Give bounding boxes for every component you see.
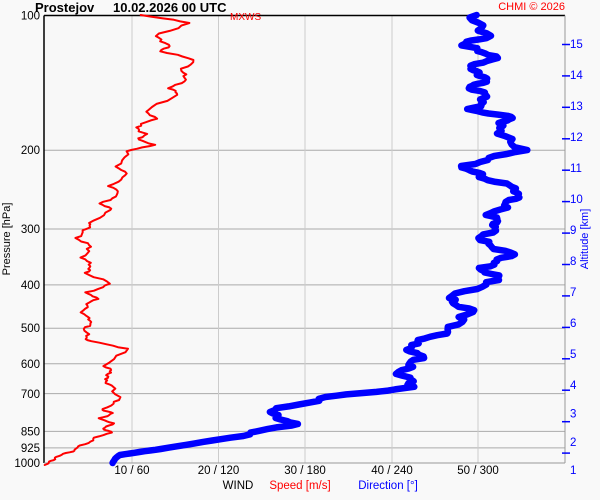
- svg-text:850: 850: [21, 427, 40, 439]
- svg-text:13: 13: [570, 101, 583, 113]
- svg-text:MXWS: MXWS: [230, 12, 261, 23]
- svg-text:20 / 120: 20 / 120: [198, 465, 240, 477]
- svg-text:3: 3: [570, 409, 576, 421]
- svg-text:CHMI © 2026: CHMI © 2026: [498, 1, 565, 13]
- svg-text:10: 10: [570, 194, 583, 206]
- svg-text:WIND: WIND: [223, 480, 254, 492]
- svg-text:5: 5: [570, 349, 576, 361]
- svg-text:500: 500: [21, 323, 40, 335]
- svg-text:Direction [°]: Direction [°]: [358, 480, 418, 492]
- svg-text:4: 4: [570, 380, 577, 392]
- svg-text:10.02.2026 00 UTC: 10.02.2026 00 UTC: [113, 0, 227, 15]
- svg-text:925: 925: [21, 443, 40, 455]
- svg-text:600: 600: [21, 359, 40, 371]
- svg-text:1: 1: [570, 465, 576, 477]
- svg-text:6: 6: [570, 318, 576, 330]
- svg-text:30 / 180: 30 / 180: [284, 465, 326, 477]
- svg-text:15: 15: [570, 39, 583, 51]
- svg-text:9: 9: [570, 225, 576, 237]
- svg-text:400: 400: [21, 280, 40, 292]
- svg-text:50 / 300: 50 / 300: [457, 465, 499, 477]
- svg-text:Speed [m/s]: Speed [m/s]: [269, 480, 330, 492]
- svg-text:11: 11: [570, 163, 582, 175]
- svg-text:700: 700: [21, 389, 40, 401]
- svg-text:1000: 1000: [14, 458, 40, 470]
- svg-text:300: 300: [21, 224, 40, 236]
- svg-text:Pressure [hPa]: Pressure [hPa]: [1, 203, 13, 276]
- svg-text:10 / 60: 10 / 60: [114, 465, 149, 477]
- svg-text:8: 8: [570, 256, 576, 268]
- svg-text:2: 2: [570, 437, 576, 449]
- svg-text:40 / 240: 40 / 240: [371, 465, 413, 477]
- svg-text:12: 12: [570, 132, 583, 144]
- svg-text:14: 14: [570, 70, 583, 82]
- svg-text:200: 200: [21, 145, 40, 157]
- svg-text:Altitude [km]: Altitude [km]: [579, 209, 591, 270]
- svg-text:7: 7: [570, 287, 576, 299]
- svg-text:Prostejov: Prostejov: [35, 0, 95, 15]
